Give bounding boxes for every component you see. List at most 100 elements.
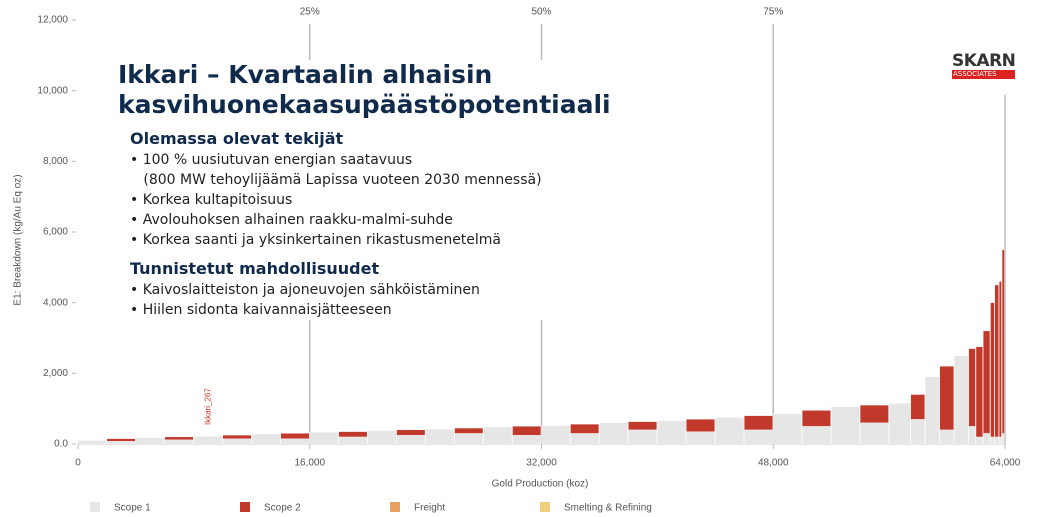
x-tick-label: 16,000 [294, 458, 325, 469]
x-tick-label: 0 [75, 458, 81, 469]
y-tick-label: 6,000 [43, 227, 68, 238]
y-tick-label: 8,000 [43, 156, 68, 167]
bar-segment [599, 422, 628, 445]
bar-segment [657, 420, 686, 445]
bar-segment [939, 366, 954, 431]
bar-segment [425, 429, 455, 445]
bar-segment [512, 435, 542, 445]
x-tick-label: 32,000 [526, 458, 557, 469]
bar-segment [1001, 249, 1005, 434]
y-tick-label: 2,000 [43, 368, 68, 379]
section-heading: Tunnistetut mahdollisuudet [130, 259, 380, 278]
bar-segment [135, 437, 165, 445]
bar-segment [910, 394, 925, 420]
bar-segment [686, 431, 715, 445]
bar-segment [541, 425, 571, 445]
bar-segment [802, 410, 831, 427]
bar-segment [338, 431, 368, 438]
bar-segment [983, 330, 991, 434]
logo: SKARN ASSOCIATES [952, 51, 1016, 79]
bar-segment [990, 302, 995, 438]
bar-segment [570, 424, 599, 434]
bar-segment [454, 433, 484, 445]
y-tick-label: 12,000 [37, 15, 68, 26]
bar-segment [106, 438, 136, 442]
bar-segment [831, 406, 860, 445]
y-tick-label: 4,000 [43, 297, 68, 308]
bar-segment [251, 433, 281, 445]
bar-segment [860, 404, 889, 423]
logo-sub: ASSOCIATES [952, 70, 1016, 79]
bar-segment [994, 284, 999, 438]
bar-segment [925, 376, 940, 445]
logo-name: SKARN [952, 51, 1016, 71]
bullet-item: • Hiilen sidonta kaivannaisjätteeseen [130, 302, 392, 318]
bullet-item: • Korkea saanti ja yksinkertainen rikast… [130, 232, 502, 248]
bar-segment [367, 430, 397, 445]
bar-segment [983, 433, 991, 445]
bar-segment [280, 438, 310, 445]
bar-segment [975, 346, 983, 438]
bar-segment [222, 435, 252, 439]
bar-segment [280, 433, 310, 439]
bar-segment [773, 413, 802, 445]
legend-swatch [90, 502, 100, 512]
bar-segment [628, 421, 657, 431]
y-axis-label: E1: Breakdown (kg/Au Eq oz) [13, 174, 24, 305]
legend-label: Smelting & Refining [564, 503, 652, 514]
bar-segment [686, 419, 715, 432]
bar-segment [954, 355, 969, 445]
annotation: Ikkari_267 [203, 388, 212, 425]
bar-segment [744, 415, 773, 431]
y-tick-label: 0.0 [54, 439, 68, 450]
bar-segment [570, 433, 599, 445]
bar-segment [715, 417, 744, 445]
bar-segment [910, 419, 925, 445]
bar-segment [939, 429, 954, 445]
bar-segment [1001, 433, 1005, 445]
bar-segment [77, 440, 107, 445]
bar-segment [309, 432, 339, 445]
bar-segment [164, 436, 194, 440]
bar-segment [338, 436, 368, 445]
bar-segment [164, 439, 194, 445]
bullet-item: (800 MW tehoylijäämä Lapissa vuoteen 203… [130, 172, 542, 188]
bar-segment [999, 436, 1002, 445]
bar-segment [628, 429, 657, 445]
bar-segment [968, 348, 976, 427]
bar-segment [193, 436, 223, 445]
x-tick-label: 64,000 [990, 458, 1021, 469]
bullet-item: • Korkea kultapitoisuus [130, 192, 293, 208]
bar-segment [802, 426, 831, 445]
percentile-label: 50% [531, 7, 551, 18]
legend-label: Scope 2 [264, 503, 301, 514]
bar-segment [396, 435, 426, 445]
bar-segment [994, 436, 999, 445]
bullet-item: • Kaivoslaitteiston ja ajoneuvojen sähkö… [130, 282, 480, 298]
bar-segment [106, 441, 136, 445]
text-panel: Ikkari – Kvartaalin alhaisin kasvihuoneka… [118, 60, 658, 320]
bar-segment [454, 427, 484, 434]
legend-swatch [540, 502, 550, 512]
bar-segment [999, 281, 1002, 438]
bar-segment [222, 438, 252, 445]
bar-segment [860, 422, 889, 445]
y-tick-label: 10,000 [37, 85, 68, 96]
bar-segment [483, 426, 513, 445]
bar-segment [968, 426, 976, 445]
bar-segment [396, 429, 426, 436]
title-line: Ikkari – Kvartaalin alhaisin [118, 60, 493, 89]
bar-segment [990, 436, 995, 445]
bullet-item: • Avolouhoksen alhainen raakku-malmi-suh… [130, 212, 453, 228]
x-tick-label: 48,000 [758, 458, 789, 469]
percentile-label: 75% [763, 7, 783, 18]
legend-label: Freight [414, 503, 445, 514]
bar-segment [512, 426, 542, 436]
legend-label: Scope 1 [114, 503, 151, 514]
bar-segment [975, 436, 983, 445]
title-line: kasvihuonekaasupäästöpotentiaali [118, 90, 611, 119]
bullet-item: • 100 % uusiutuvan energian saatavuus [130, 152, 413, 168]
legend-swatch [390, 502, 400, 512]
legend-swatch [240, 502, 250, 512]
